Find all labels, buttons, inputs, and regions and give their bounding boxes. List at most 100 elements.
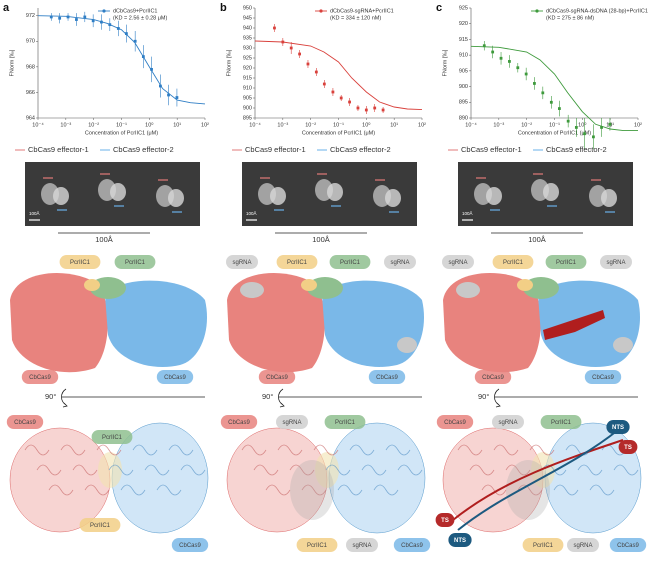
em-scale-label: 100Å xyxy=(246,210,257,216)
label-pill xyxy=(567,538,599,552)
y-tick-label: 900 xyxy=(243,105,252,111)
label-text: sgRNA xyxy=(232,260,251,266)
em-legend: CbCas9 effector-1 xyxy=(28,145,89,154)
panel-letter: b xyxy=(220,2,227,14)
label-text: CbCas9 xyxy=(266,375,288,381)
ribbon xyxy=(120,484,146,496)
ribbon xyxy=(589,484,615,496)
label-pill xyxy=(258,370,296,384)
label-pill xyxy=(329,255,371,269)
density-dna xyxy=(543,310,605,340)
label-text: CbCas9 xyxy=(179,543,201,549)
model-dna xyxy=(452,439,624,521)
x-tick-label: 10⁻³ xyxy=(277,122,288,128)
ribbon xyxy=(577,464,603,476)
ribbon xyxy=(565,444,591,456)
density-sgrna xyxy=(613,337,633,353)
data-point xyxy=(491,50,495,54)
label-text: CbCas9 xyxy=(592,375,614,381)
density-cas9-2 xyxy=(105,280,208,367)
ribbon xyxy=(84,484,110,496)
ribbon xyxy=(493,444,519,456)
label-pill xyxy=(600,255,632,269)
legend-label: dCbCas9-sgRNA+PcrIIC1 xyxy=(330,8,394,14)
label-pill xyxy=(276,255,318,269)
ribbon xyxy=(469,464,495,476)
y-tick-label: 972 xyxy=(26,13,35,19)
data-point xyxy=(499,56,503,60)
ribbon xyxy=(168,444,194,456)
data-point xyxy=(608,122,612,126)
y-tick-label: 905 xyxy=(243,95,252,101)
x-tick-label: 10⁻² xyxy=(521,122,532,128)
em-scale-label: 100Å xyxy=(462,210,473,216)
panel-letter: c xyxy=(436,2,442,14)
data-point xyxy=(167,93,170,97)
y-tick-label: 890 xyxy=(459,115,468,121)
label-text: PcrIIC1 xyxy=(307,543,328,549)
data-point xyxy=(533,82,536,85)
label-pill xyxy=(220,415,258,429)
data-point xyxy=(150,67,153,71)
ribbon xyxy=(385,444,411,456)
label-text: PcrIIC1 xyxy=(70,260,91,266)
x-tick-label: 10² xyxy=(201,122,209,128)
density-pcriic1 xyxy=(84,279,100,291)
data-point xyxy=(364,108,368,112)
fit-curve xyxy=(37,15,206,105)
data-point xyxy=(482,44,486,48)
label-text: sgRNA xyxy=(448,260,467,266)
label-text: sgRNA xyxy=(606,260,625,266)
data-point xyxy=(273,26,276,30)
label-text: PcrIIC1 xyxy=(556,260,577,266)
ribbon xyxy=(108,464,134,476)
label-pill xyxy=(324,415,366,429)
label-pill xyxy=(296,538,338,552)
x-axis-label: Concentration of PcrIIC1 (μM) xyxy=(85,130,158,136)
label-text: PcrIIC1 xyxy=(340,260,361,266)
y-tick-label: 964 xyxy=(26,115,35,121)
y-tick-label: 968 xyxy=(26,64,35,70)
ribbon xyxy=(144,464,170,476)
particle xyxy=(601,189,617,207)
density-sgrna xyxy=(456,282,480,298)
label-pill xyxy=(393,538,431,552)
ribbon xyxy=(241,444,267,456)
particle xyxy=(385,189,401,207)
x-axis-label: Concentration of PcrIIC1 (μM) xyxy=(302,130,375,136)
ribbon xyxy=(180,464,206,476)
data-point xyxy=(314,70,318,74)
particle xyxy=(486,187,502,205)
particle xyxy=(53,187,69,205)
ribbon xyxy=(349,444,375,456)
label-text: TS xyxy=(624,445,632,451)
legend-marker xyxy=(319,9,323,13)
label-pill xyxy=(346,538,378,552)
ribbon xyxy=(325,464,351,476)
ribbon xyxy=(481,484,507,496)
label-text: CbCas9 xyxy=(444,420,466,426)
label-text: CbCas9 xyxy=(482,375,504,381)
ribbon xyxy=(397,464,423,476)
x-tick-label: 10⁰ xyxy=(362,121,371,128)
label-text: TS xyxy=(441,518,449,524)
rotation-label: 90° xyxy=(262,392,273,401)
rotation-label: 90° xyxy=(45,392,56,401)
y-axis-label: FNorm [‰] xyxy=(9,49,15,76)
y-tick-label: 900 xyxy=(459,84,468,90)
model-cas9-2 xyxy=(328,422,426,534)
label-text: sgRNA xyxy=(282,420,301,426)
y-tick-label: 940 xyxy=(243,25,252,31)
data-point xyxy=(100,20,103,24)
y-axis-label: FNorm [‰] xyxy=(226,49,232,76)
x-axis-label: Concentration of PcrIIC1 (μM) xyxy=(518,130,591,136)
fit-curve xyxy=(470,45,638,132)
data-point xyxy=(49,15,53,19)
label-text: CbCas9 xyxy=(401,543,423,549)
data-point xyxy=(91,19,95,23)
data-point xyxy=(159,84,162,88)
y-tick-label: 925 xyxy=(243,55,252,61)
data-point xyxy=(281,40,285,44)
legend-label: dCbCas9+PcrIIC1 xyxy=(113,8,157,14)
data-point xyxy=(141,55,145,59)
